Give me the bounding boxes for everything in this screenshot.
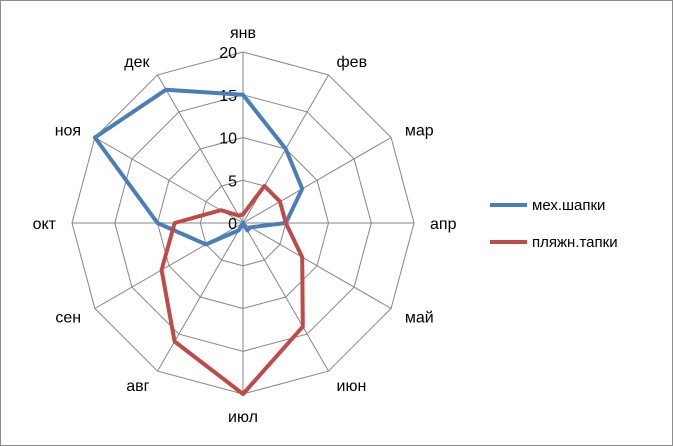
category-label: июл <box>228 409 258 426</box>
category-label: окт <box>33 216 57 233</box>
legend-entry: мех.шапки <box>532 197 605 214</box>
grid-spoke <box>242 222 329 372</box>
grid-spoke <box>157 222 244 372</box>
grid-spoke <box>94 137 244 224</box>
series-line <box>92 87 305 247</box>
category-label: сен <box>55 310 81 327</box>
radial-tick-label: 20 <box>219 45 237 62</box>
radial-tick-label: 5 <box>228 173 237 190</box>
category-label: дек <box>124 54 150 71</box>
series-line <box>159 184 305 396</box>
category-label: ноя <box>55 123 81 140</box>
radial-tick-label: 10 <box>219 131 237 148</box>
legend: мех.шапки пляжн.тапки <box>490 197 618 251</box>
grid <box>71 51 415 395</box>
category-label: май <box>405 310 434 327</box>
grid-spoke <box>242 222 392 309</box>
grid-spoke <box>242 137 392 224</box>
category-label: авг <box>126 378 149 395</box>
category-label: апр <box>430 216 457 233</box>
series-lines <box>92 87 305 396</box>
category-label: фев <box>337 54 368 71</box>
legend-entry: пляжн.тапки <box>532 234 618 251</box>
category-label: июн <box>337 378 367 395</box>
radial-tick-labels: 0 5 10 15 20 <box>219 45 237 233</box>
radial-tick-label: 0 <box>228 216 237 233</box>
category-label: янв <box>230 25 256 42</box>
radial-tick-label: 15 <box>219 88 237 105</box>
category-label: мар <box>405 123 434 140</box>
grid-spoke <box>94 222 244 309</box>
category-labels: янв фев мар апр май июн июл авг сен окт ноя дек <box>33 25 457 426</box>
grid-spoke <box>157 74 244 224</box>
